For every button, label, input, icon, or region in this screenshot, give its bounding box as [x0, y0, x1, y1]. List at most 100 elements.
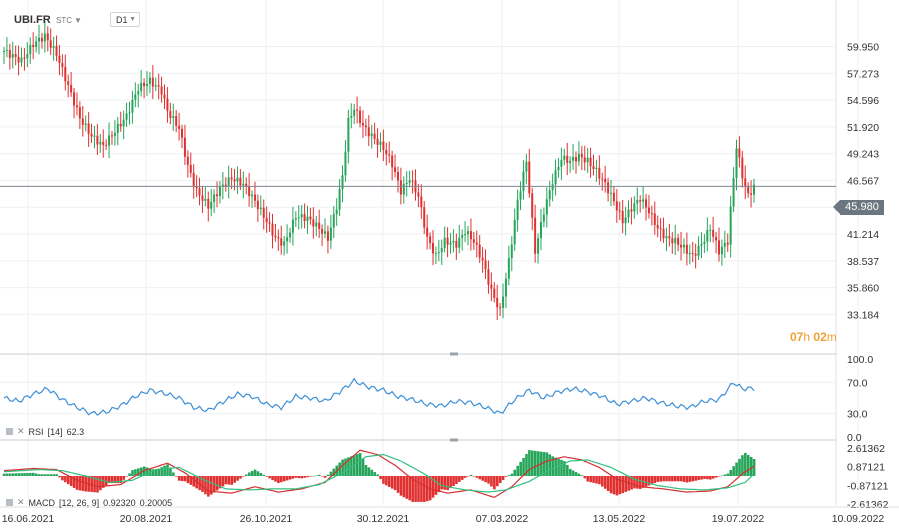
macd-histogram-bar — [20, 473, 23, 476]
x-tick-label: 16.06.2021 — [2, 513, 55, 525]
close-icon[interactable]: ✕ — [17, 497, 25, 507]
macd-histogram-bar — [277, 476, 280, 484]
candle-body — [583, 157, 586, 163]
macd-histogram-bar — [332, 468, 336, 476]
macd-histogram-bar — [154, 470, 158, 476]
candle-body — [40, 37, 43, 42]
indicator-settings-icon[interactable] — [6, 428, 13, 435]
candle-body — [376, 138, 379, 145]
candle-body — [475, 242, 478, 245]
macd-histogram-bar — [166, 464, 169, 476]
candle-body — [499, 307, 502, 309]
macd-histogram-bar — [452, 476, 455, 487]
symbol-dropdown-icon[interactable]: ▼ — [74, 15, 82, 25]
macd-histogram-bar — [583, 476, 587, 479]
macd-histogram-bar — [274, 476, 277, 482]
macd-histogram-bar — [603, 476, 607, 489]
macd-histogram-bar — [134, 469, 137, 476]
macd-histogram-bar — [31, 472, 35, 476]
macd-histogram-bar — [233, 476, 236, 483]
candle-body — [429, 236, 432, 243]
candle-body — [563, 155, 566, 160]
macd-histogram-bar — [682, 476, 686, 482]
macd-histogram-bar — [125, 476, 128, 477]
macd-histogram-bar — [78, 476, 82, 491]
candle-body — [572, 157, 575, 161]
macd-histogram-bar — [402, 476, 406, 498]
macd-histogram-bar — [399, 476, 403, 496]
candle-body — [431, 242, 434, 254]
candle-body — [440, 248, 443, 253]
macd-histogram-bar — [294, 476, 298, 478]
countdown-hours-unit: h — [803, 330, 811, 344]
candle-body — [464, 234, 467, 236]
macd-histogram-bar — [455, 476, 458, 484]
macd-histogram-bar — [481, 476, 484, 481]
candle-body — [493, 288, 496, 298]
macd-histogram-bar — [81, 476, 85, 491]
candle-body — [487, 269, 490, 285]
candle-body — [382, 141, 385, 150]
symbol-label[interactable]: UBI.FR — [14, 14, 51, 26]
candle-body — [201, 195, 204, 201]
macd-histogram-bar — [752, 459, 756, 476]
candle-body — [458, 237, 461, 248]
macd-histogram-bar — [104, 476, 108, 486]
macd-histogram-bar — [414, 476, 417, 502]
candle-body — [589, 157, 592, 167]
candle-body — [717, 240, 720, 255]
macd-histogram-bar — [662, 476, 665, 482]
candle-body — [131, 99, 134, 113]
macd-histogram-bar — [186, 476, 190, 484]
candle-body — [178, 125, 181, 129]
macd-histogram-bar — [329, 471, 333, 476]
macd-histogram-bar — [618, 476, 622, 495]
candle-body — [183, 137, 186, 157]
candle-body — [735, 148, 738, 179]
candle-body — [227, 177, 230, 187]
macd-histogram-bar — [137, 468, 140, 476]
macd-histogram-bar — [612, 476, 616, 495]
candle-body — [729, 206, 732, 245]
candle-body — [364, 125, 367, 128]
macd-histogram-bar — [513, 469, 517, 476]
candle-body — [32, 44, 35, 47]
macd-histogram-bar — [84, 476, 88, 492]
macd-histogram-bar — [221, 476, 225, 487]
candle-body — [580, 153, 583, 158]
macd-histogram-bar — [367, 467, 371, 476]
macd-histogram-bar — [11, 473, 15, 476]
candle-body — [233, 179, 236, 182]
candle-body — [356, 109, 359, 111]
candle-body — [204, 198, 207, 201]
timeframe-select[interactable]: D1 ▼ — [110, 12, 140, 27]
rsi-tick-label: 30.0 — [847, 409, 868, 421]
candle-body — [680, 244, 683, 248]
macd-histogram-bar — [694, 476, 698, 481]
candle-body — [507, 258, 510, 279]
candle-body — [557, 166, 560, 171]
close-icon[interactable]: ✕ — [17, 426, 25, 436]
macd-histogram-bar — [382, 476, 385, 484]
candle-body — [502, 296, 505, 308]
candle-body — [87, 123, 90, 134]
macd-histogram-bar — [711, 476, 715, 479]
macd-histogram-bar — [566, 465, 569, 476]
candle-body — [642, 199, 645, 202]
candle-body — [93, 135, 96, 137]
macd-histogram-bar — [621, 476, 625, 494]
macd-histogram-bar — [215, 476, 219, 491]
macd-histogram-bar — [390, 476, 394, 489]
candle-body — [309, 216, 312, 220]
current-price-tag: 45.980 — [833, 200, 884, 215]
indicator-settings-icon[interactable] — [6, 499, 13, 506]
candle-body — [455, 240, 458, 248]
rsi-indicator-label: ✕ RSI [14] 62.3 — [6, 426, 84, 437]
macd-histogram-bar — [303, 476, 306, 478]
macd-histogram-bar — [5, 473, 9, 476]
macd-histogram-bar — [723, 474, 727, 476]
x-tick-label: 07.03.2022 — [476, 513, 529, 525]
macd-histogram-bar — [119, 476, 123, 484]
macd-histogram-bar — [504, 476, 508, 477]
